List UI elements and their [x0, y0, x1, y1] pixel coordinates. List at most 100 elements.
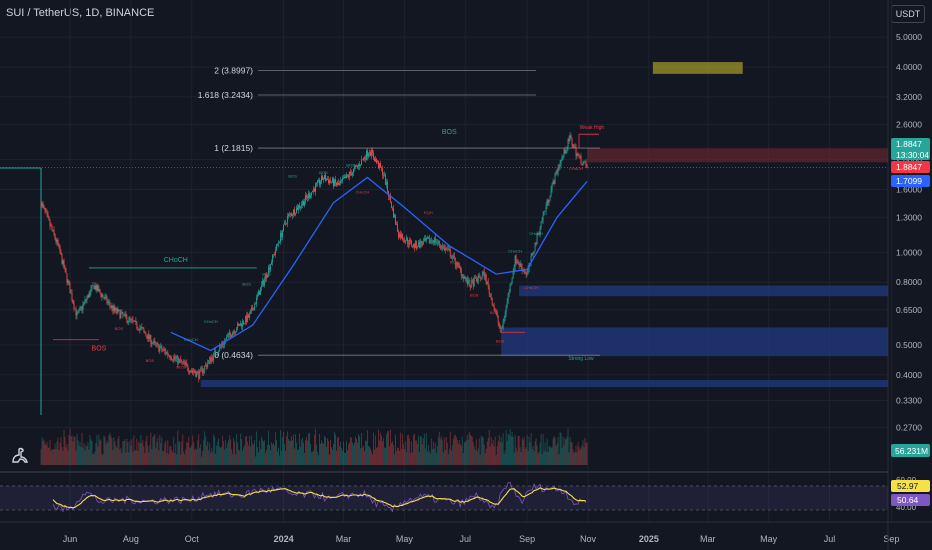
volume-bar	[206, 445, 208, 465]
volume-bar	[579, 449, 581, 465]
volume-bar	[288, 439, 289, 465]
price-axis-label	[891, 161, 930, 173]
candle-body	[420, 241, 422, 244]
candle-body	[481, 274, 483, 278]
candle-body	[407, 243, 409, 245]
rsi-tick-label: 40.00	[896, 503, 917, 512]
candle-body	[225, 340, 227, 341]
volume-bar	[320, 443, 321, 465]
candle-body	[346, 174, 347, 178]
y-tick-label: 0.4000	[896, 370, 922, 380]
volume-bar	[351, 437, 352, 465]
volume-bar	[58, 450, 60, 465]
volume-bar	[340, 442, 341, 465]
candle-body	[581, 163, 583, 165]
candle-body	[217, 353, 219, 355]
candle-body	[256, 296, 258, 304]
candle-body	[251, 307, 253, 311]
candle-body	[208, 360, 210, 364]
candle-body	[391, 207, 393, 209]
volume-bar	[280, 430, 281, 465]
candle-body	[278, 242, 279, 244]
candle-body	[130, 318, 132, 320]
volume-bar	[502, 433, 504, 465]
volume-bar	[415, 440, 417, 465]
candle-body	[104, 296, 106, 299]
candle-body	[272, 254, 274, 263]
volume-bar	[503, 453, 505, 465]
volume-bar	[338, 436, 339, 465]
candle-body	[86, 297, 88, 301]
volume-bar	[463, 442, 465, 465]
volume-bar	[422, 438, 424, 465]
candle-body	[504, 312, 506, 319]
price-axis-label	[891, 138, 930, 160]
candle-body	[510, 282, 512, 284]
candle-body	[65, 268, 67, 274]
candle-body	[423, 238, 425, 242]
candle-body	[148, 333, 150, 339]
volume-bar	[468, 432, 470, 465]
candle-body	[142, 327, 144, 329]
candle-body	[188, 369, 190, 372]
rsi-axis-label-text: 52.97	[897, 481, 919, 491]
candle-body	[452, 255, 454, 258]
volume-bar	[127, 442, 129, 465]
y-tick-label: 0.5000	[896, 340, 922, 350]
candle-body	[261, 284, 263, 288]
candle-body	[434, 238, 436, 243]
volume-bar	[86, 446, 88, 465]
volume-bar	[98, 434, 100, 465]
volume-bar	[248, 445, 250, 465]
volume-bar	[44, 443, 46, 465]
volume-bar	[119, 449, 121, 465]
volume-bar	[262, 439, 264, 465]
volume-bar	[77, 440, 79, 465]
volume-bar	[177, 430, 179, 465]
volume-bar	[159, 434, 161, 465]
volume-bar	[476, 450, 478, 465]
volume-bar	[452, 439, 454, 465]
x-tick-label: Mar	[336, 534, 352, 544]
candle-body	[471, 280, 473, 281]
volume-bar	[128, 452, 130, 465]
candle-body	[426, 238, 428, 239]
volume-bar	[307, 440, 308, 465]
volume-bar	[389, 429, 391, 465]
volume-bar	[517, 435, 519, 465]
volume-bar	[255, 456, 257, 465]
volume-bar	[488, 429, 490, 465]
candle-body	[378, 161, 379, 168]
candle-body	[439, 245, 441, 247]
candle-body	[579, 155, 581, 157]
candle-body	[107, 302, 109, 303]
tradingview-dino-icon	[12, 447, 28, 463]
candle-body	[277, 243, 278, 245]
candle-body	[511, 277, 513, 283]
volume-bar	[227, 443, 229, 465]
rsi-axis-label	[891, 494, 930, 506]
volume-bar	[348, 444, 349, 465]
candle-body	[227, 335, 229, 338]
candle-body	[300, 206, 301, 208]
structure-annotation: CHoCH	[524, 285, 538, 290]
candle-body	[482, 271, 484, 275]
volume-bar	[263, 441, 265, 465]
volume-bar	[189, 447, 191, 465]
volume-bar	[337, 437, 338, 465]
candle-body	[465, 277, 467, 279]
volume-bar	[441, 440, 443, 465]
candle-body	[513, 267, 515, 272]
volume-bar	[519, 447, 521, 465]
volume-bar	[427, 445, 429, 465]
candle-body	[396, 223, 398, 232]
candle-body	[204, 365, 206, 370]
price-axis-label-text: 1.8847	[896, 162, 922, 172]
candle-body	[441, 245, 443, 249]
candle-body	[549, 196, 551, 201]
volume-bar	[156, 441, 158, 465]
candle-body	[499, 325, 501, 330]
volume-bar	[182, 434, 184, 465]
volume-bar	[584, 437, 586, 465]
